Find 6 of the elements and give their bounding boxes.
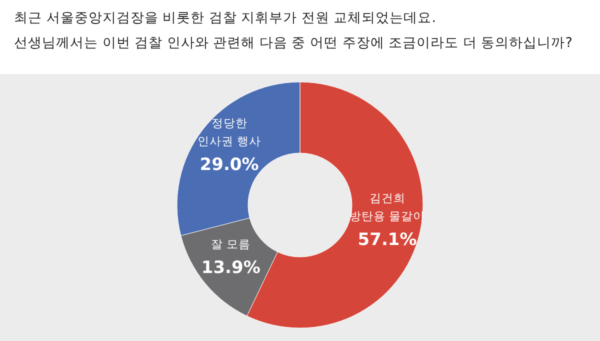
data-label: 57.1% xyxy=(358,230,417,250)
slice-label: 정당한 인사권 행사 xyxy=(197,116,262,148)
chart-title: 최근 서울중앙지검장을 비롯한 검찰 지휘부가 전원 교체되었는데요. 선생님께서는 이번 검찰 인사와 관련해 다음 중 어떤 주장에 조금이라도 더 동의하십니까? xyxy=(14,10,572,51)
data-label: 13.9% xyxy=(201,258,260,278)
slice-label: 잘 모름 xyxy=(211,236,251,251)
data-label: 29.0% xyxy=(200,155,259,176)
